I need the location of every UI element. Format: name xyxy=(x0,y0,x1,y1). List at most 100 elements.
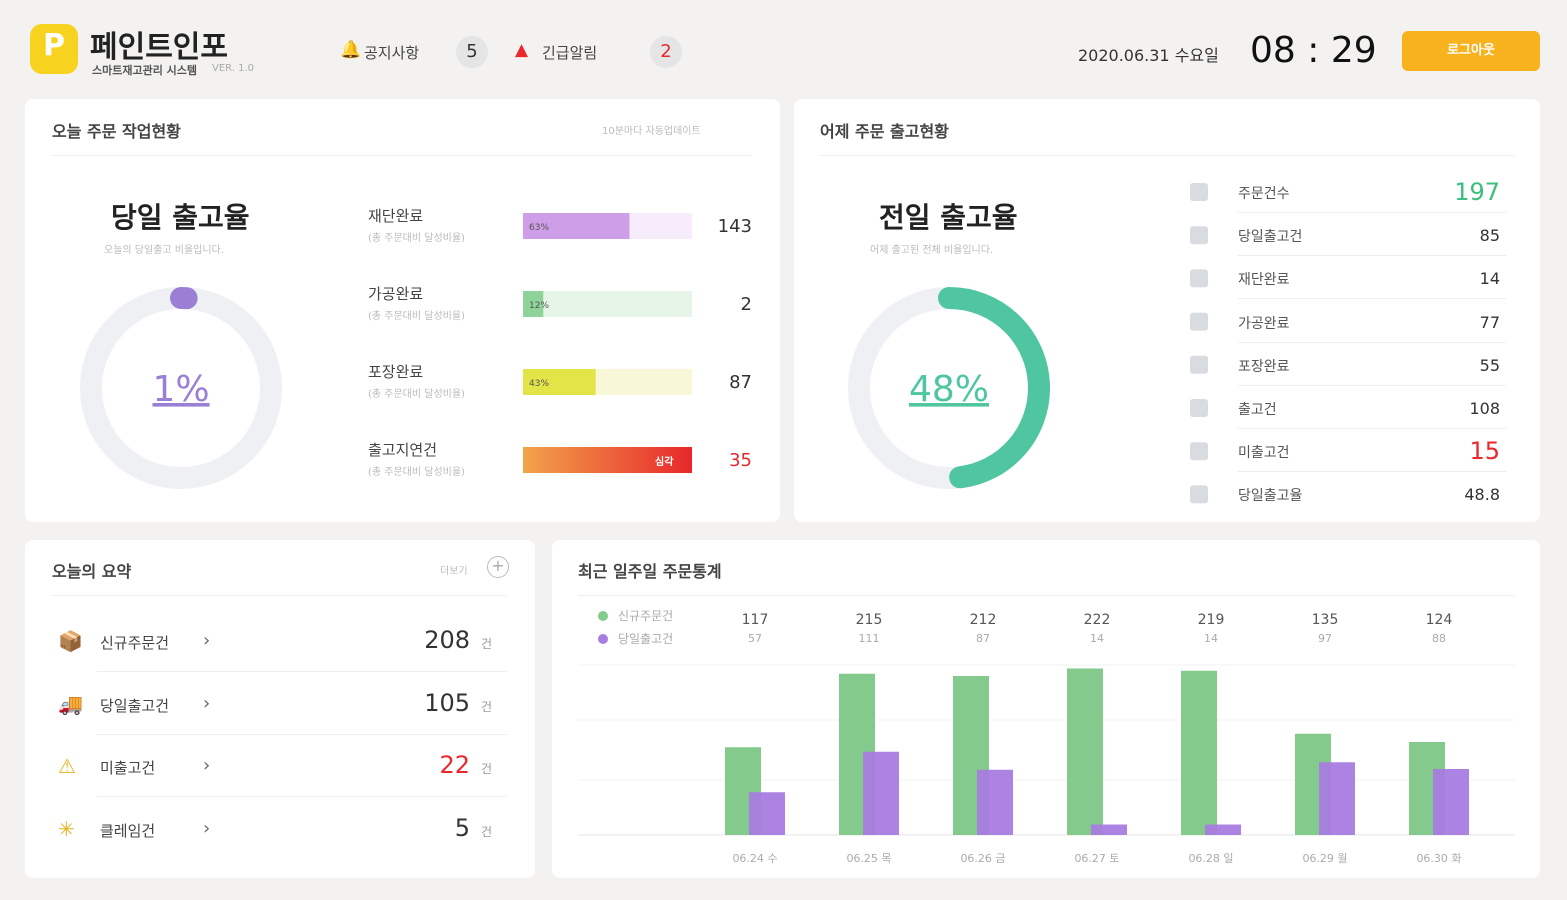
progress-label: 12% xyxy=(529,301,549,311)
stat-icon xyxy=(1190,312,1208,331)
logout-button[interactable]: 로그아웃 xyxy=(1402,31,1540,71)
progress-label: 63% xyxy=(529,223,549,233)
task-desc: (총 주문대비 달성비율) xyxy=(368,467,465,478)
stat-icon xyxy=(1190,442,1208,461)
summary-arrow: › xyxy=(203,755,211,776)
value-label: 14 xyxy=(1204,632,1218,645)
bar xyxy=(749,792,785,835)
bar xyxy=(1205,824,1241,835)
x-tick-label: 06.29 월 xyxy=(1302,852,1347,865)
progress-fill xyxy=(523,213,630,239)
stat-name: 당일출고율 xyxy=(1238,488,1303,505)
stat-icon xyxy=(1190,269,1208,288)
value-label: 135 xyxy=(1312,612,1339,628)
stat-divider xyxy=(1238,384,1506,386)
summary-divider xyxy=(97,796,507,797)
task-name: 가공완료 xyxy=(368,285,424,303)
donut-arc xyxy=(848,287,1050,489)
summary-name: 클레임건 xyxy=(100,821,156,840)
donut-arc xyxy=(80,287,282,489)
update-note[interactable]: 10분마다 자동업데이트 xyxy=(602,126,701,137)
stat-icon xyxy=(1190,485,1208,504)
bar xyxy=(977,769,1013,835)
logo xyxy=(30,24,78,74)
summary-name: 미출고건 xyxy=(100,759,156,777)
notice-label[interactable]: 공지사항 xyxy=(364,44,420,62)
panel-title: 오늘 주문 작업현황 xyxy=(52,122,181,141)
alert-icon: ▲ xyxy=(515,40,529,60)
value-label: 97 xyxy=(1318,632,1332,645)
summary-arrow: › xyxy=(203,630,211,651)
summary-value: 5 xyxy=(454,813,470,842)
bar xyxy=(863,751,899,835)
task-count: 143 xyxy=(717,216,752,237)
summary-unit: 건 xyxy=(481,637,493,651)
summary-value: 105 xyxy=(424,688,470,717)
stat-value: 77 xyxy=(1479,312,1500,332)
summary-icon: 📦 xyxy=(58,629,83,653)
summary-panel xyxy=(25,540,535,878)
date: 2020.06.31 수요일 xyxy=(1078,46,1219,65)
summary-value: 208 xyxy=(424,626,470,654)
stat-name: 미출고건 xyxy=(1238,445,1290,462)
value-label: 117 xyxy=(742,612,769,628)
alert-label[interactable]: 긴급알림 xyxy=(542,44,598,62)
panel-title: 어제 주문 출고현황 xyxy=(820,122,949,141)
task-count: 2 xyxy=(740,294,752,315)
stat-value: 85 xyxy=(1479,226,1500,246)
notice-icon: 🔔 xyxy=(340,40,362,60)
stat-icon xyxy=(1190,399,1208,417)
stat-value: 48.8 xyxy=(1464,485,1500,505)
more-icon[interactable]: + xyxy=(487,556,509,578)
divider xyxy=(52,595,507,596)
summary-icon: ⚠ xyxy=(58,754,76,778)
stat-name: 포장완료 xyxy=(1238,358,1290,375)
bar xyxy=(1091,824,1127,835)
value-label: 212 xyxy=(970,612,997,628)
version: VER. 1.0 xyxy=(212,63,255,74)
summary-icon: ✳ xyxy=(58,816,75,841)
progress-fill xyxy=(523,369,596,395)
rate-desc: 어제 출고된 전체 비율입니다. xyxy=(870,245,994,256)
task-count: 35 xyxy=(729,450,752,471)
stat-value: 14 xyxy=(1479,269,1500,289)
notice-count[interactable]: 5 xyxy=(456,36,488,68)
stat-name: 가공완료 xyxy=(1238,315,1290,332)
stat-value: 55 xyxy=(1479,355,1500,375)
task-count: 87 xyxy=(729,372,752,393)
task-name: 포장완료 xyxy=(368,363,424,381)
legend-label: 신규주문건 xyxy=(618,609,673,623)
value-label: 111 xyxy=(859,632,880,645)
x-tick-label: 06.27 토 xyxy=(1074,852,1119,865)
rate-desc: 오늘의 당일출고 비율입니다. xyxy=(104,245,224,256)
progress-fill xyxy=(523,291,544,317)
divider xyxy=(820,155,1515,156)
alert-count[interactable]: 2 xyxy=(650,36,682,68)
divider xyxy=(578,595,1515,596)
donut-label: 48% xyxy=(909,369,989,410)
stat-value: 108 xyxy=(1469,399,1500,418)
panel-title: 최근 일주일 주문통계 xyxy=(578,562,722,581)
value-label: 219 xyxy=(1198,612,1225,628)
x-tick-label: 06.28 일 xyxy=(1188,851,1233,865)
summary-icon: 🚚 xyxy=(58,691,83,716)
x-tick-label: 06.30 화 xyxy=(1416,852,1461,865)
task-desc: (총 주문대비 달성비율) xyxy=(368,311,465,322)
stat-icon xyxy=(1190,355,1208,374)
more-link[interactable]: 더보기 xyxy=(440,566,468,577)
stat-divider xyxy=(1238,471,1506,473)
summary-divider xyxy=(97,671,507,672)
stat-name: 재단완료 xyxy=(1238,272,1290,289)
stat-icon xyxy=(1190,183,1208,201)
legend-label: 당일출고건 xyxy=(618,632,673,646)
value-label: 87 xyxy=(976,632,990,645)
legend-dot xyxy=(598,634,608,644)
stat-value: 15 xyxy=(1469,437,1500,466)
summary-unit: 건 xyxy=(481,762,493,776)
status-label: 심각 xyxy=(655,457,674,468)
stat-divider xyxy=(1238,341,1506,343)
summary-unit: 건 xyxy=(481,824,493,839)
value-label: 14 xyxy=(1090,632,1104,645)
bar xyxy=(1433,769,1469,835)
